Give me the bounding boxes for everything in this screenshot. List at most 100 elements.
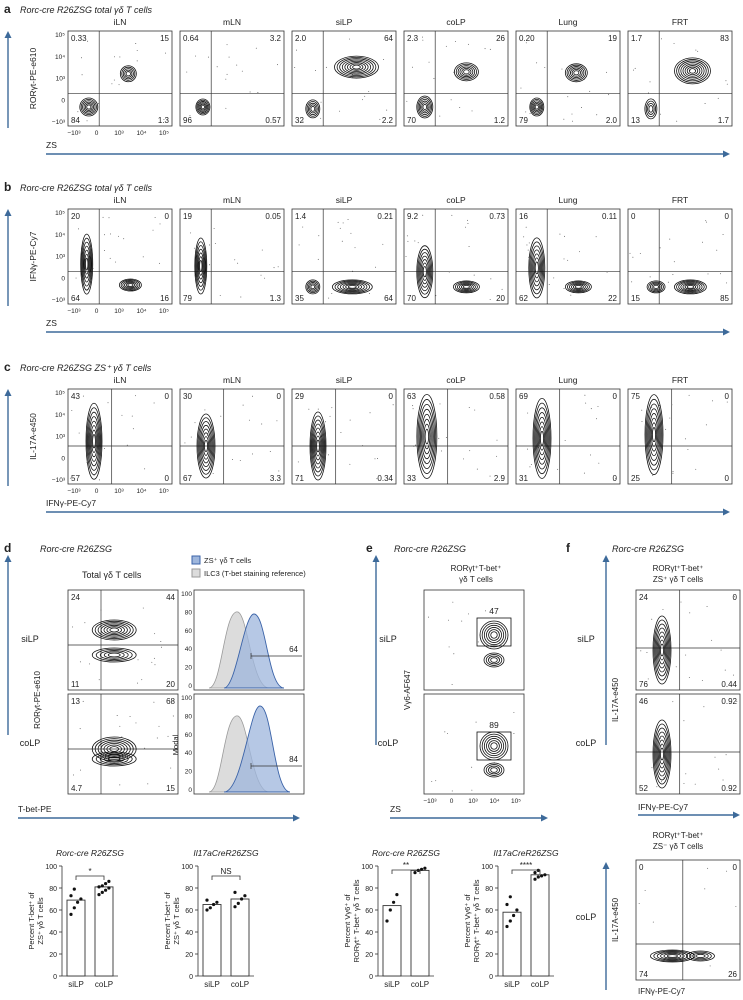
panel-f-plot-coLP-q-ul: 46: [639, 697, 648, 706]
panel-b-plot-coLP-event: [451, 214, 453, 216]
panel-a-plot-FRT-c: [647, 102, 655, 115]
bar-chart-ytick: 20: [49, 952, 57, 959]
panel-b-plot-iLN-event: [103, 250, 105, 251]
panel-f-plot-coLP-c: [658, 743, 666, 765]
panel-b-plot-Lung-c: [531, 249, 543, 287]
panel-f-bottom-yarrow-head: [602, 862, 610, 869]
panel-c-plot-siLP-event: [349, 463, 351, 465]
bar-category-label: siLP: [204, 980, 220, 989]
panel-a-plot-iLN-event: [113, 79, 115, 81]
panel-b-plot-Lung-c: [529, 241, 545, 295]
panel-c-plot-coLP-c: [422, 418, 432, 455]
panel-d-plot-siLP-event: [160, 641, 162, 642]
panel-e-yarrow-head: [372, 555, 380, 562]
bar-data-point: [543, 873, 547, 877]
panel-a-plot-Lung-c: [564, 63, 588, 83]
panel-c-plot-FRT-event: [669, 417, 671, 419]
panel-a-plot-iLN-event: [119, 56, 121, 58]
panel-e-xarrow-head: [541, 814, 548, 822]
panel-b-plot-coLP-q-lr: 20: [496, 294, 505, 303]
panel-b-plot-coLP-event: [405, 255, 407, 257]
panel-e-event: [448, 646, 450, 648]
panel-a-plot-iLN-event: [118, 84, 120, 86]
panel-a-plot-siLP-c: [336, 56, 377, 78]
panel-c-xtick: 10⁵: [159, 488, 169, 495]
panel-b-ytick: 10⁵: [55, 210, 65, 217]
tissue-label: siLP: [336, 375, 353, 385]
panel-c-plot-siLP-event: [325, 421, 327, 423]
panel-c-plot-FRT-c: [647, 408, 661, 461]
panel-d-histogram-gate-value: 84: [289, 755, 298, 764]
panel-c-plot-iLN-event: [126, 444, 128, 446]
bar-data-point: [97, 885, 101, 889]
panel-c-ytick: 10⁴: [55, 412, 65, 419]
panel-d-histogram-zs: [223, 705, 291, 793]
panel-a-plot-mLN-q-ur: 3.2: [270, 34, 282, 43]
bar-data-point: [511, 913, 516, 918]
panel-b-plot-siLP-c: [309, 283, 317, 291]
panel-d-plot-siLP-event: [84, 622, 86, 624]
panel-f-plot-coLP-event: [736, 700, 738, 702]
panel-c-plot-Lung-c: [533, 402, 551, 475]
bar-data-point: [533, 871, 537, 875]
panel-b-plot-mLN-event: [209, 244, 211, 246]
panel-b-plot-mLN-c: [196, 248, 205, 284]
panel-b-plot-iLN-q-ll: 64: [71, 294, 80, 303]
panel-e-plot-frame: [423, 589, 525, 691]
panel-d-plot-coLP-event: [144, 747, 146, 749]
panel-e-event: [452, 601, 454, 603]
panel-b-plot-coLP-c: [458, 283, 474, 291]
bar-category-label: coLP: [411, 980, 429, 989]
panel-a-plot-siLP-c: [349, 63, 364, 71]
panel-b-plot-siLP-c: [339, 282, 365, 292]
panel-e-gate-box: [476, 617, 512, 647]
panel-a-plot-FRT-c: [644, 98, 658, 120]
panel-c-plot-iLN-event: [131, 415, 133, 417]
panel-d-histogram-ytick: 40: [185, 750, 193, 757]
panel-e-contour: [485, 764, 503, 776]
panel-c-plot-siLP-q-ll: 71: [295, 474, 304, 483]
bar-data-point: [107, 886, 111, 890]
panel-c-plot-coLP-event: [412, 408, 414, 410]
bar-chart-ytick: 100: [181, 864, 193, 871]
bar-chart-title: Rorc-cre R26ZSG: [56, 848, 124, 858]
panel-a-plot-coLP-q-ur: 26: [496, 34, 505, 43]
panel-f-plot-siLP-event: [732, 674, 734, 676]
panel-e-contour: [479, 620, 509, 650]
panel-a-plot-FRT-event: [695, 49, 697, 51]
panel-a-plot-Lung-event: [596, 114, 598, 116]
panel-e-contour: [483, 624, 505, 646]
panel-c-plot-FRT-event: [726, 401, 728, 403]
panel-c-xtick: −10³: [67, 488, 81, 495]
panel-b-plot-iLN-q-lr: 16: [160, 294, 169, 303]
panel-b-plot-mLN-event: [214, 243, 216, 244]
panel-c-plot-mLN-c: [199, 424, 213, 468]
panel-f-ylabel: IL-17A-e450: [611, 677, 620, 722]
panel-c-plot-mLN-frame: [179, 388, 285, 485]
panel-c-plot-mLN-q-ur: 0: [277, 392, 282, 401]
panel-e-contour: [486, 627, 502, 643]
bar-data-point: [240, 897, 244, 901]
bar-category-label: siLP: [68, 980, 84, 989]
bar-data-point: [212, 902, 216, 907]
panel-f-bottom-plot-event: [709, 965, 711, 967]
bar-category-label: coLP: [231, 980, 249, 989]
panel-a-plot-coLP-event: [484, 48, 486, 50]
panel-a-plot-siLP-event: [379, 118, 381, 120]
panel-b-plot-siLP-event: [339, 227, 341, 229]
panel-f-bottom-plot-q-ul: 0: [639, 863, 644, 872]
panel-a-plot-iLN-c: [119, 65, 137, 83]
panel-c-plot-mLN-event: [276, 420, 278, 422]
panel-a-plot-Lung-event: [544, 67, 546, 68]
panel-c-plot-coLP-c: [416, 394, 438, 479]
panel-b-plot-siLP-c: [342, 283, 363, 291]
panel-d-plot-siLP-c: [103, 624, 125, 636]
panel-b-plot-siLP-q-ur: 0.21: [377, 212, 393, 221]
panel-f-bottom-plot-event: [644, 889, 646, 891]
panel-a-plot-Lung-c: [530, 98, 544, 116]
tissue-label: mLN: [223, 17, 241, 27]
panel-b-plot-FRT-c: [686, 285, 695, 289]
panel-b-plot-coLP-c: [416, 245, 434, 299]
panel-e-event: [461, 620, 463, 622]
panel-c-plot-mLN-event: [242, 404, 244, 406]
